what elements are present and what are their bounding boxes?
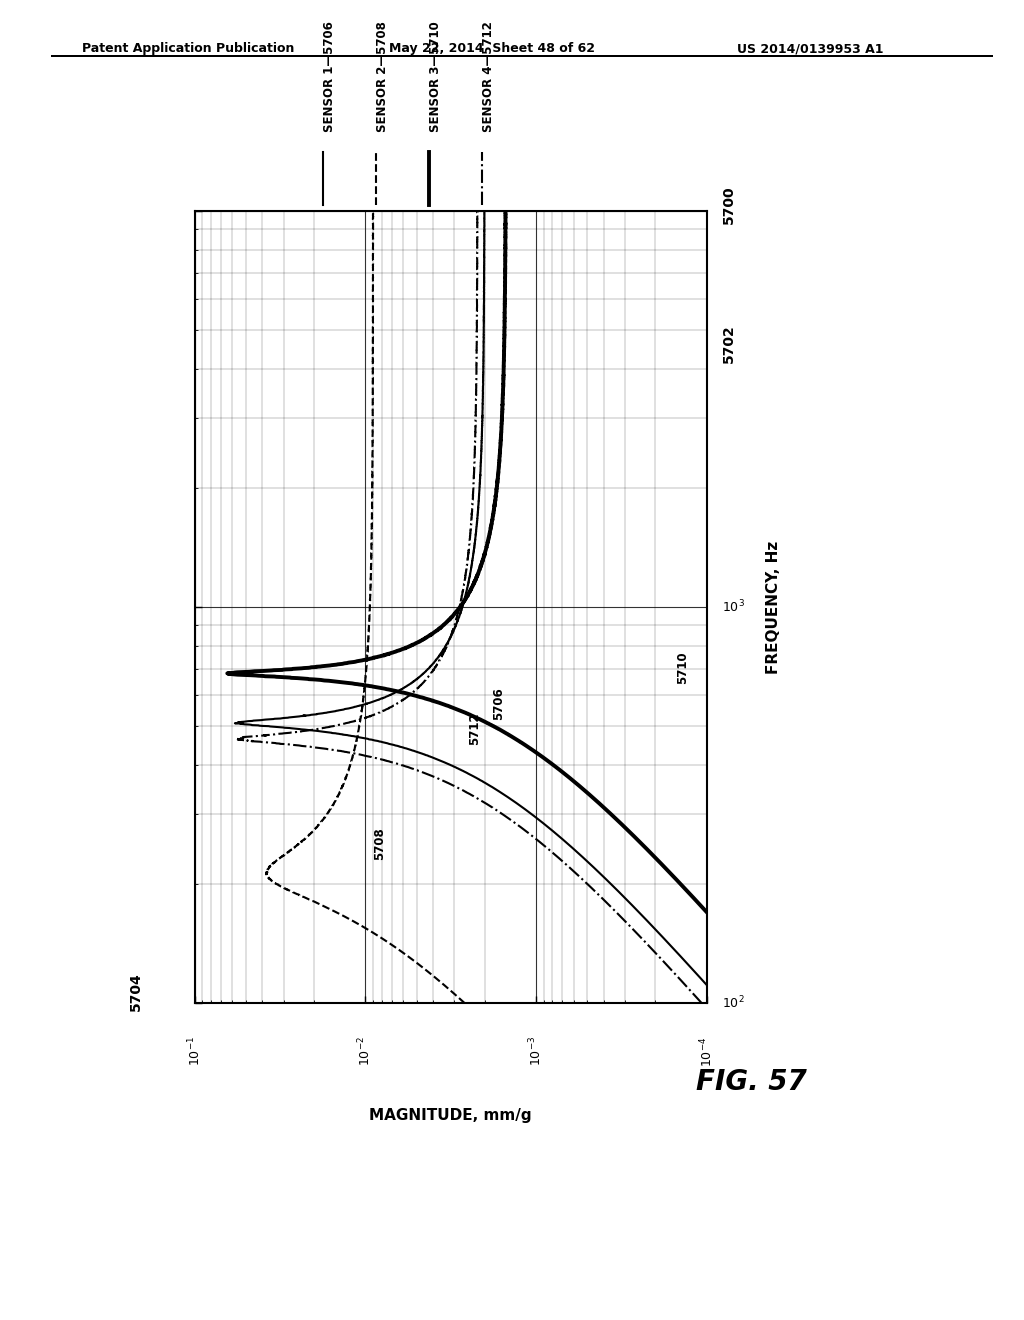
Text: MAGNITUDE, mm/g: MAGNITUDE, mm/g	[370, 1107, 531, 1123]
Text: May 22, 2014  Sheet 48 of 62: May 22, 2014 Sheet 48 of 62	[389, 42, 595, 55]
Text: Patent Application Publication: Patent Application Publication	[82, 42, 294, 55]
Text: 5712: 5712	[468, 711, 481, 744]
Text: $10^{-3}$: $10^{-3}$	[527, 1036, 544, 1067]
Text: 5706: 5706	[493, 686, 505, 719]
Text: SENSOR 1—5706: SENSOR 1—5706	[323, 21, 336, 132]
Text: $10^{-2}$: $10^{-2}$	[357, 1036, 374, 1067]
Text: $10^2$: $10^2$	[722, 995, 744, 1011]
Text: SENSOR 4—5712: SENSOR 4—5712	[482, 21, 496, 132]
Text: US 2014/0139953 A1: US 2014/0139953 A1	[737, 42, 884, 55]
Text: 5702: 5702	[722, 323, 736, 363]
Text: 5700: 5700	[722, 185, 736, 224]
Text: SENSOR 3—5710: SENSOR 3—5710	[429, 21, 442, 132]
Text: FREQUENCY, Hz: FREQUENCY, Hz	[766, 541, 780, 673]
Text: 5710: 5710	[677, 651, 689, 684]
Text: 5708: 5708	[373, 828, 386, 859]
Text: SENSOR 2—5708: SENSOR 2—5708	[376, 21, 389, 132]
Text: 5704: 5704	[129, 973, 143, 1011]
Text: $10^{-1}$: $10^{-1}$	[186, 1036, 203, 1067]
Text: $10^{-4}$: $10^{-4}$	[698, 1036, 715, 1067]
Text: $10^3$: $10^3$	[722, 599, 744, 615]
Text: FIG. 57: FIG. 57	[696, 1068, 807, 1097]
